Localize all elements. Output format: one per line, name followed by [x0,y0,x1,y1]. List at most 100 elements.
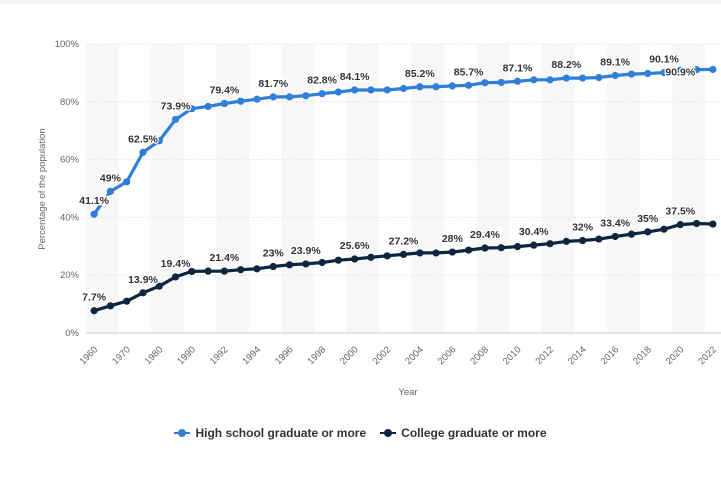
data-point[interactable] [432,249,440,257]
x-tick-label: 2014 [566,344,589,367]
data-point[interactable] [367,253,375,261]
column-band [476,44,510,333]
data-point[interactable] [155,137,163,145]
data-point[interactable] [318,90,326,98]
data-point[interactable] [302,92,310,100]
legend-marker-icon [174,428,191,438]
data-point[interactable] [448,82,456,90]
data-point[interactable] [367,86,375,94]
data-point[interactable] [513,77,522,85]
data-point[interactable] [644,69,652,78]
data-point[interactable] [171,115,180,124]
data-point[interactable] [595,235,603,243]
data-point[interactable] [302,260,310,268]
data-point[interactable] [171,273,180,281]
data-point[interactable] [269,93,277,101]
data-point[interactable] [237,266,245,274]
data-point[interactable] [334,88,342,96]
x-tick-label: 1980 [143,344,166,367]
legend-item-high-school[interactable]: High school graduate or more [174,426,366,440]
data-point[interactable] [351,255,359,263]
y-tick-label: 60% [60,155,80,166]
data-point[interactable] [660,225,668,233]
legend-item-college[interactable]: College graduate or more [380,426,547,440]
data-point[interactable] [579,74,587,82]
x-tick-label: 2020 [664,344,687,367]
data-point[interactable] [416,83,424,91]
data-point[interactable] [237,97,245,105]
data-point[interactable] [155,282,163,290]
data-point[interactable] [562,237,570,245]
data-point[interactable] [676,66,684,74]
data-point[interactable] [204,267,212,275]
data-point[interactable] [188,267,196,276]
data-point[interactable] [90,307,98,315]
x-tick-label: 1992 [208,344,231,367]
data-point[interactable] [611,71,619,80]
data-point[interactable] [481,244,489,252]
data-point[interactable] [399,84,408,93]
data-point[interactable] [595,73,603,82]
data-point[interactable] [269,262,277,271]
data-point[interactable] [139,289,147,297]
data-label: 85.7% [454,66,484,78]
x-tick-label: 2006 [436,344,459,367]
data-point[interactable] [285,261,294,269]
column-band [216,44,249,333]
data-point[interactable] [579,236,587,245]
data-label: 88.2% [551,59,581,71]
data-point[interactable] [123,178,131,186]
x-tick-label: 1970 [110,344,133,367]
data-point[interactable] [318,258,326,267]
y-axis-title: Percentage of the population [37,128,48,249]
data-point[interactable] [627,70,636,78]
data-point[interactable] [676,221,684,229]
data-point[interactable] [692,66,701,74]
data-point[interactable] [106,187,115,195]
data-point[interactable] [562,74,570,82]
data-point[interactable] [709,65,717,74]
data-point[interactable] [481,79,489,87]
data-point[interactable] [285,93,294,101]
data-point[interactable] [399,250,408,258]
data-point[interactable] [627,230,636,238]
data-point[interactable] [644,228,652,236]
data-point[interactable] [204,102,212,111]
data-point[interactable] [497,244,505,252]
x-tick-label: 1996 [273,344,296,367]
data-point[interactable] [611,232,619,241]
data-point[interactable] [530,241,538,249]
data-point[interactable] [465,246,473,254]
data-point[interactable] [660,69,668,77]
data-point[interactable] [709,220,717,228]
data-point[interactable] [465,81,473,89]
x-tick-label: 1998 [305,344,328,367]
data-point[interactable] [220,267,228,275]
x-tick-label: 2022 [696,344,719,367]
data-point[interactable] [253,265,261,273]
data-label: 89.1% [600,57,630,69]
data-point[interactable] [546,240,554,248]
data-point[interactable] [448,248,456,256]
data-point[interactable] [139,148,147,156]
data-point[interactable] [123,297,131,305]
data-point[interactable] [530,76,538,84]
data-point[interactable] [188,105,196,113]
data-point[interactable] [546,76,554,84]
data-point[interactable] [416,249,424,257]
data-point[interactable] [497,78,505,87]
data-point[interactable] [432,83,440,91]
data-label: 79.4% [210,85,240,97]
data-label: 35% [637,213,659,225]
data-point[interactable] [383,252,391,260]
data-point[interactable] [220,99,228,108]
data-point[interactable] [334,256,342,264]
data-point[interactable] [383,86,391,94]
data-point[interactable] [90,210,98,218]
data-point[interactable] [513,242,522,251]
data-point[interactable] [106,302,115,310]
data-point[interactable] [253,95,261,103]
column-band [607,44,640,333]
data-point[interactable] [692,219,701,228]
data-point[interactable] [351,86,359,94]
